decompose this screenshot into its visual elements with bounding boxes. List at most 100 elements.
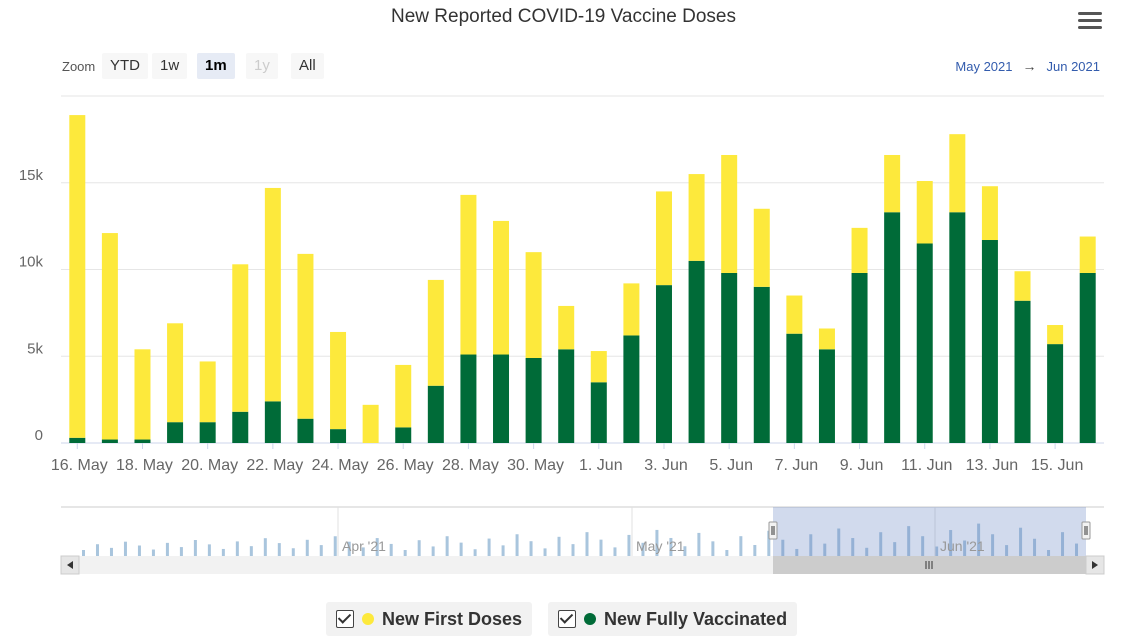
navigator-mini-bar	[305, 539, 309, 556]
navigator-mini-bar	[865, 547, 869, 556]
navigator-mini-bar	[82, 550, 85, 556]
bar-fully-vaccinated	[134, 439, 151, 443]
x-tick-label: 26. May	[377, 457, 434, 474]
scrollbar-thumb	[773, 556, 1087, 574]
navigator-mini-bar	[613, 547, 617, 556]
bar-first-doses	[460, 194, 477, 355]
legend-item-fully-vaccinated[interactable]: New Fully Vaccinated	[548, 602, 798, 636]
navigator-mini-bar	[669, 537, 673, 556]
navigator-mini-bar	[319, 545, 323, 556]
navigator-mini-bar	[711, 541, 715, 556]
bar-fully-vaccinated	[167, 422, 184, 443]
range-to[interactable]: Jun 2021	[1046, 59, 1101, 74]
navigator-mini-bar	[347, 541, 351, 556]
bar-first-doses	[101, 233, 118, 440]
date-range-display: May 2021 → Jun 2021	[955, 58, 1100, 74]
navigator-mini-bar	[809, 534, 813, 556]
bar-fully-vaccinated	[981, 240, 998, 443]
navigator-mini-bar	[123, 541, 127, 556]
navigator-mini-bar	[543, 548, 547, 556]
navigator-mini-bar	[599, 539, 603, 556]
navigator-mini-bar	[109, 547, 113, 556]
legend-label-first-doses: New First Doses	[382, 609, 523, 629]
navigator-mini-bar	[683, 546, 687, 556]
bar-first-doses	[427, 279, 444, 386]
bar-fully-vaccinated	[199, 422, 216, 443]
bar-first-doses	[590, 351, 607, 383]
x-tick-label: 20. May	[181, 457, 238, 474]
bar-fully-vaccinated	[818, 349, 835, 443]
chevron-left-icon	[67, 561, 73, 569]
bar-first-doses	[884, 154, 901, 213]
x-tick-label: 30. May	[507, 457, 564, 474]
navigator-mini-bar	[1005, 545, 1009, 556]
bar-fully-vaccinated	[1014, 300, 1031, 443]
x-tick-label: 16. May	[51, 457, 108, 474]
navigator-mini-bar	[627, 534, 631, 556]
navigator-label: May '21	[636, 538, 685, 554]
navigator-mini-bar	[851, 538, 855, 556]
hamburger-menu-icon[interactable]	[1078, 12, 1102, 32]
navigator-mini-bar	[753, 545, 757, 556]
navigator-mini-bar	[557, 536, 561, 556]
navigator-mini-bar	[655, 529, 659, 556]
navigator-mini-bar	[277, 543, 281, 556]
y-tick-label: 0	[35, 427, 43, 444]
bar-first-doses	[330, 331, 347, 430]
navigator-mini-bar	[725, 550, 729, 556]
y-tick-label: 10k	[19, 254, 44, 271]
bar-fully-vaccinated	[590, 382, 607, 443]
zoom-1w-button[interactable]: 1w	[152, 53, 188, 79]
navigator-mini-bar	[501, 545, 505, 556]
navigator-mini-bar	[991, 534, 995, 556]
bar-first-doses	[232, 264, 249, 412]
legend-item-first-doses[interactable]: New First Doses	[326, 602, 533, 636]
bar-first-doses	[851, 227, 868, 273]
legend-dot-fully-vaccinated	[584, 613, 596, 625]
bar-fully-vaccinated	[101, 439, 118, 443]
navigator-mini-bar	[879, 532, 883, 556]
chart-title: New Reported COVID-19 Vaccine Doses	[391, 6, 736, 27]
navigator-mini-bar	[389, 543, 393, 556]
navigator-mini-bar	[837, 528, 841, 556]
checkbox-checked-icon[interactable]	[336, 610, 354, 628]
navigator-mini-bar	[739, 536, 743, 556]
x-tick-label: 5. Jun	[709, 457, 753, 474]
bar-first-doses	[1014, 271, 1031, 301]
bar-fully-vaccinated	[525, 357, 542, 443]
y-tick-label: 15k	[19, 167, 44, 184]
zoom-all-button[interactable]: All	[291, 53, 324, 79]
navigator-mini-bar	[585, 532, 589, 556]
range-from[interactable]: May 2021	[955, 59, 1013, 74]
bar-first-doses	[818, 328, 835, 350]
zoom-1m-button[interactable]: 1m	[197, 53, 235, 79]
bar-first-doses	[297, 253, 314, 419]
bar-fully-vaccinated	[558, 349, 575, 443]
navigator-mini-bar	[375, 538, 379, 556]
bar-fully-vaccinated	[688, 260, 705, 443]
checkbox-checked-icon[interactable]	[558, 610, 576, 628]
x-tick-label: 11. Jun	[901, 457, 952, 474]
bar-fully-vaccinated	[297, 418, 314, 443]
navigator-mini-bar	[949, 530, 953, 556]
navigator-mini-bar	[515, 534, 519, 556]
bar-fully-vaccinated	[330, 429, 347, 443]
navigator-mini-bar	[417, 540, 421, 556]
bar-first-doses	[362, 404, 379, 443]
navigator-mini-bar	[487, 538, 491, 556]
x-tick-label: 7. Jun	[775, 457, 819, 474]
bar-first-doses	[493, 220, 510, 355]
zoom-ytd-button[interactable]: YTD	[102, 53, 148, 79]
navigator-selection	[773, 507, 1086, 556]
bar-first-doses	[981, 186, 998, 241]
navigator-mini-bar	[1019, 527, 1023, 556]
bar-fully-vaccinated	[1079, 272, 1096, 443]
x-tick-label: 22. May	[246, 457, 303, 474]
chart-area: 0 5k 10k 15k 16. May 18. May 20. May 22. May 24.…	[19, 95, 1105, 575]
navigator-mini-bar	[473, 549, 477, 556]
bar-first-doses	[688, 174, 705, 261]
navigator-label: Apr '21	[342, 538, 386, 554]
zoom-label: Zoom	[62, 59, 96, 74]
bar-fully-vaccinated	[949, 212, 966, 443]
navigator-mini-bar	[291, 548, 295, 556]
